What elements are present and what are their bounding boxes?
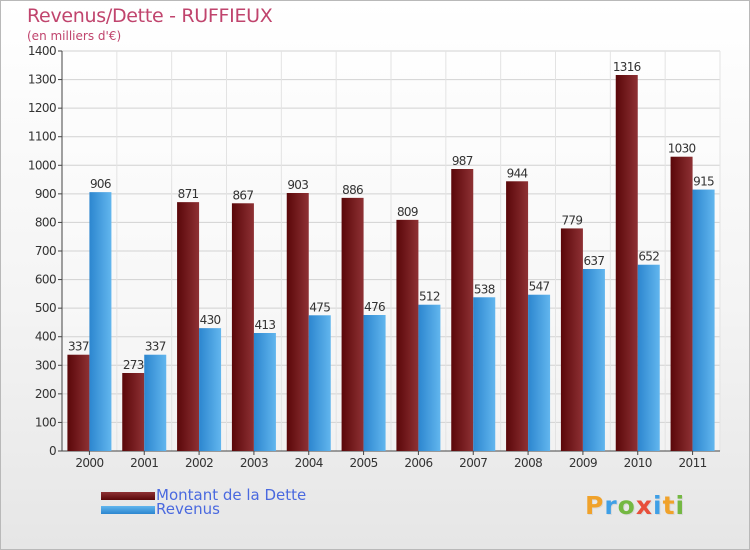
proxiti-logo: Proxiti <box>585 491 685 520</box>
y-tick-label: 300 <box>35 358 56 372</box>
data-label: 652 <box>638 250 659 264</box>
y-tick-label: 500 <box>35 301 56 315</box>
y-tick-label: 600 <box>35 273 56 287</box>
bar-dette <box>451 169 474 451</box>
data-label: 547 <box>529 280 550 294</box>
bar-revenus <box>637 264 660 451</box>
bar-dette <box>122 373 145 451</box>
bar-dette <box>506 181 529 452</box>
data-label: 476 <box>364 300 385 314</box>
x-tick-label: 2010 <box>624 456 652 470</box>
logo-letter: r <box>604 491 618 520</box>
y-tick-label: 1300 <box>28 73 56 87</box>
data-label: 779 <box>562 213 583 227</box>
bar-revenus <box>199 328 222 451</box>
data-label: 413 <box>255 318 276 332</box>
x-tick-label: 2007 <box>459 456 487 470</box>
logo-letter: x <box>635 491 653 520</box>
legend-label-dette: Montant de la Dette <box>156 486 307 504</box>
x-tick-label: 2005 <box>350 456 378 470</box>
bar-dette <box>231 203 254 451</box>
data-labels: 3379062733378714308674139034758864768095… <box>68 60 715 372</box>
bar-revenus <box>418 304 441 451</box>
y-tick-label: 800 <box>35 215 56 229</box>
bar-dette <box>560 228 583 451</box>
y-tick-label: 1100 <box>28 130 56 144</box>
logo-letter: o <box>617 491 636 520</box>
chart-subtitle: (en milliers d'€) <box>27 29 122 43</box>
y-tick-label: 900 <box>35 187 56 201</box>
y-tick-label: 1000 <box>28 158 56 172</box>
data-label: 637 <box>584 254 605 268</box>
data-label: 512 <box>419 290 440 304</box>
data-label: 903 <box>287 178 308 192</box>
y-tick-label: 700 <box>35 244 56 258</box>
data-label: 273 <box>123 358 144 372</box>
bar-revenus <box>308 315 331 451</box>
logo-letter: t <box>662 491 676 520</box>
grid-lines <box>61 50 721 452</box>
x-tick-label: 2002 <box>185 456 213 470</box>
legend-label-revenus: Revenus <box>156 500 220 518</box>
bar-revenus <box>363 315 386 451</box>
bar-revenus <box>253 333 276 451</box>
logo-letter: i <box>675 491 686 520</box>
legend-swatch-revenus <box>101 506 155 514</box>
data-label: 867 <box>233 188 254 202</box>
bar-revenus <box>89 192 112 451</box>
data-label: 871 <box>178 187 199 201</box>
data-label: 886 <box>342 183 363 197</box>
x-tick-label: 2003 <box>240 456 268 470</box>
y-tick-label: 200 <box>35 387 56 401</box>
bar-dette <box>615 75 638 451</box>
data-label: 987 <box>452 154 473 168</box>
bar-dette <box>286 193 309 451</box>
x-tick-label: 2011 <box>679 456 707 470</box>
y-tick-label: 0 <box>49 444 56 458</box>
x-tick-label: 2001 <box>130 456 158 470</box>
bar-revenus <box>582 269 605 451</box>
x-tick-label: 2006 <box>404 456 432 470</box>
logo-letter: P <box>585 491 605 520</box>
bar-revenus <box>692 189 715 452</box>
data-label: 337 <box>145 340 166 354</box>
chart-title: Revenus/Dette - RUFFIEUX <box>27 5 273 27</box>
data-label: 1030 <box>668 142 696 156</box>
bar-revenus <box>473 297 496 451</box>
data-label: 430 <box>200 313 221 327</box>
data-label: 475 <box>309 300 330 314</box>
bar-revenus <box>144 354 167 451</box>
y-tick-label: 100 <box>35 415 56 429</box>
legend-swatch-dette <box>101 492 155 500</box>
y-tick-label: 1400 <box>28 44 56 58</box>
bar-dette <box>341 197 364 451</box>
data-label: 1316 <box>613 60 641 74</box>
bar-dette <box>67 354 90 451</box>
data-label: 538 <box>474 282 495 296</box>
data-label: 944 <box>507 166 528 180</box>
data-label: 915 <box>693 175 714 189</box>
axes: 0 100 200 300 400 500 600 700 800 900 1000 1100 1200… <box>28 44 720 470</box>
y-tick-label: 1200 <box>28 101 56 115</box>
bars <box>67 75 715 452</box>
x-tick-label: 2008 <box>514 456 542 470</box>
data-label: 906 <box>90 177 111 191</box>
y-tick-label: 400 <box>35 330 56 344</box>
data-label: 337 <box>68 340 89 354</box>
bar-revenus <box>528 294 551 451</box>
x-tick-label: 2009 <box>569 456 597 470</box>
x-tick-label: 2000 <box>75 456 103 470</box>
logo-letter: i <box>653 491 663 520</box>
bar-dette <box>396 219 419 451</box>
bar-dette <box>670 156 693 451</box>
x-tick-label: 2004 <box>295 456 323 470</box>
data-label: 809 <box>397 205 418 219</box>
bar-dette <box>177 202 200 451</box>
